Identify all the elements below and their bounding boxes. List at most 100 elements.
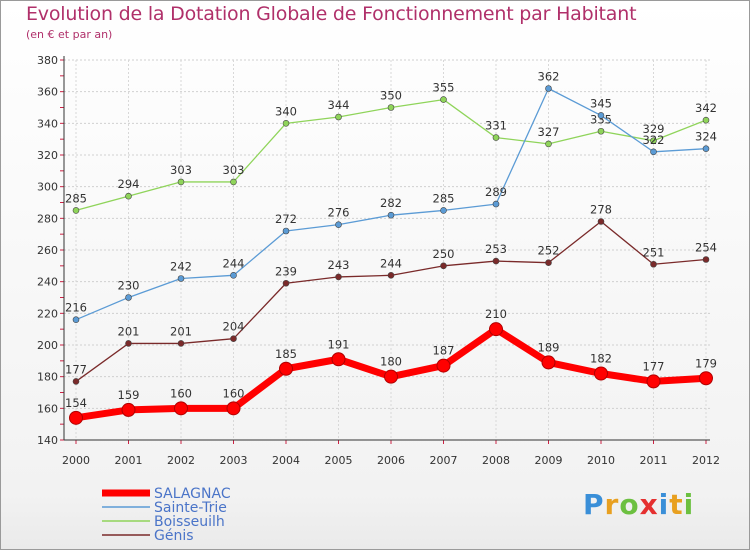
data-label: 278 bbox=[590, 203, 612, 217]
data-point bbox=[650, 260, 657, 268]
data-point bbox=[125, 340, 132, 347]
y-tick-label: 220 bbox=[37, 307, 58, 320]
data-point bbox=[282, 120, 290, 127]
y-tick-label: 140 bbox=[37, 434, 58, 447]
data-label: 282 bbox=[380, 196, 402, 210]
data-label: 329 bbox=[643, 122, 665, 136]
data-label: 177 bbox=[65, 362, 87, 376]
data-point bbox=[440, 262, 447, 270]
data-point bbox=[702, 256, 710, 263]
data-label: 322 bbox=[643, 133, 665, 147]
grid bbox=[64, 59, 710, 441]
data-label: 242 bbox=[170, 260, 192, 274]
data-label: 362 bbox=[538, 70, 560, 84]
data-point bbox=[492, 257, 500, 265]
data-label: 185 bbox=[275, 347, 297, 361]
legend-label: Boisseuilh bbox=[154, 514, 225, 530]
legend-label: Génis bbox=[154, 528, 194, 544]
data-point bbox=[282, 227, 290, 235]
data-label: 216 bbox=[65, 301, 87, 315]
data-label: 272 bbox=[275, 212, 297, 226]
data-point bbox=[72, 378, 80, 385]
x-tick-label: 2011 bbox=[640, 454, 668, 467]
data-label: 160 bbox=[170, 386, 192, 400]
y-tick-label: 360 bbox=[37, 86, 58, 99]
data-point bbox=[387, 104, 395, 111]
legend-label: SALAGNAC bbox=[154, 486, 231, 502]
x-tick-label: 2004 bbox=[272, 454, 300, 467]
data-label: 244 bbox=[380, 256, 402, 270]
logo-letter: t bbox=[669, 488, 684, 521]
x-tick-label: 2000 bbox=[62, 454, 90, 467]
data-point bbox=[440, 96, 447, 103]
y-tick-label: 320 bbox=[37, 149, 58, 162]
x-tick-label: 2005 bbox=[325, 454, 353, 467]
data-label: 160 bbox=[223, 386, 245, 400]
data-point bbox=[335, 273, 342, 281]
data-label: 253 bbox=[485, 242, 507, 256]
legend-label: Sainte-Trie bbox=[154, 500, 227, 516]
x-tick-label: 2007 bbox=[430, 454, 458, 467]
data-label: 285 bbox=[433, 191, 455, 205]
data-label: 187 bbox=[433, 344, 455, 358]
data-label: 177 bbox=[643, 359, 665, 373]
data-label: 201 bbox=[170, 324, 192, 338]
data-label: 191 bbox=[328, 337, 350, 351]
data-label: 252 bbox=[538, 244, 560, 258]
data-point bbox=[177, 275, 185, 282]
data-point bbox=[545, 140, 552, 148]
data-label: 189 bbox=[538, 340, 560, 354]
data-label: 210 bbox=[485, 307, 507, 321]
data-label: 327 bbox=[538, 125, 560, 139]
data-label: 204 bbox=[223, 320, 245, 334]
data-point bbox=[279, 361, 293, 376]
y-tick-label: 300 bbox=[37, 181, 58, 194]
data-point bbox=[384, 369, 398, 384]
data-label: 303 bbox=[170, 163, 192, 177]
x-tick-label: 2012 bbox=[692, 454, 720, 467]
data-point bbox=[331, 352, 346, 367]
data-label: 239 bbox=[275, 264, 297, 278]
data-point bbox=[702, 145, 710, 152]
axes: 140 160 180 200 220 240 260 280 300 320 340 360 380 2… bbox=[37, 54, 720, 467]
y-tick-label: 160 bbox=[37, 402, 58, 415]
data-label: 154 bbox=[65, 396, 87, 410]
series-génis: 177 201 201 204 239 243 244 250 253 252 278 251 254 bbox=[65, 203, 717, 385]
y-tick-label: 340 bbox=[37, 117, 58, 130]
data-label: 342 bbox=[695, 101, 717, 115]
data-point bbox=[282, 279, 290, 287]
chart-title: Evolution de la Dotation Globale de Fonc… bbox=[26, 3, 637, 25]
series-salagnac: 154 159 160 160 185 191 180 187 210 189 182 177 179 bbox=[65, 307, 717, 425]
data-point bbox=[594, 366, 608, 381]
data-label: 285 bbox=[65, 191, 87, 205]
data-point bbox=[597, 218, 605, 225]
logo-letter: o bbox=[619, 488, 640, 521]
data-point bbox=[699, 371, 713, 386]
series-sainte-trie: 216 230 242 244 272 276 282 285 289 362 345 322 324 bbox=[65, 70, 717, 323]
x-tick-label: 2008 bbox=[482, 454, 510, 467]
data-label: 254 bbox=[695, 241, 717, 255]
data-label: 331 bbox=[485, 119, 507, 133]
data-label: 243 bbox=[328, 258, 350, 272]
logo-letter: P bbox=[583, 488, 605, 521]
logo-letter: x bbox=[639, 488, 659, 521]
data-point bbox=[69, 410, 83, 425]
data-point bbox=[335, 113, 342, 121]
data-point bbox=[72, 207, 80, 214]
data-label: 250 bbox=[433, 247, 455, 261]
data-point bbox=[492, 134, 500, 141]
logo-letter: i bbox=[683, 488, 695, 521]
data-point bbox=[125, 294, 132, 301]
data-point bbox=[230, 272, 237, 279]
data-point bbox=[226, 401, 241, 416]
x-tick-label: 2006 bbox=[377, 454, 405, 467]
data-point bbox=[545, 85, 552, 92]
data-label: 179 bbox=[695, 356, 717, 370]
data-label: 182 bbox=[590, 352, 612, 366]
x-tick-label: 2009 bbox=[535, 454, 563, 467]
y-tick-label: 240 bbox=[37, 276, 58, 289]
x-tick-label: 2003 bbox=[220, 454, 248, 467]
data-label: 303 bbox=[223, 163, 245, 177]
